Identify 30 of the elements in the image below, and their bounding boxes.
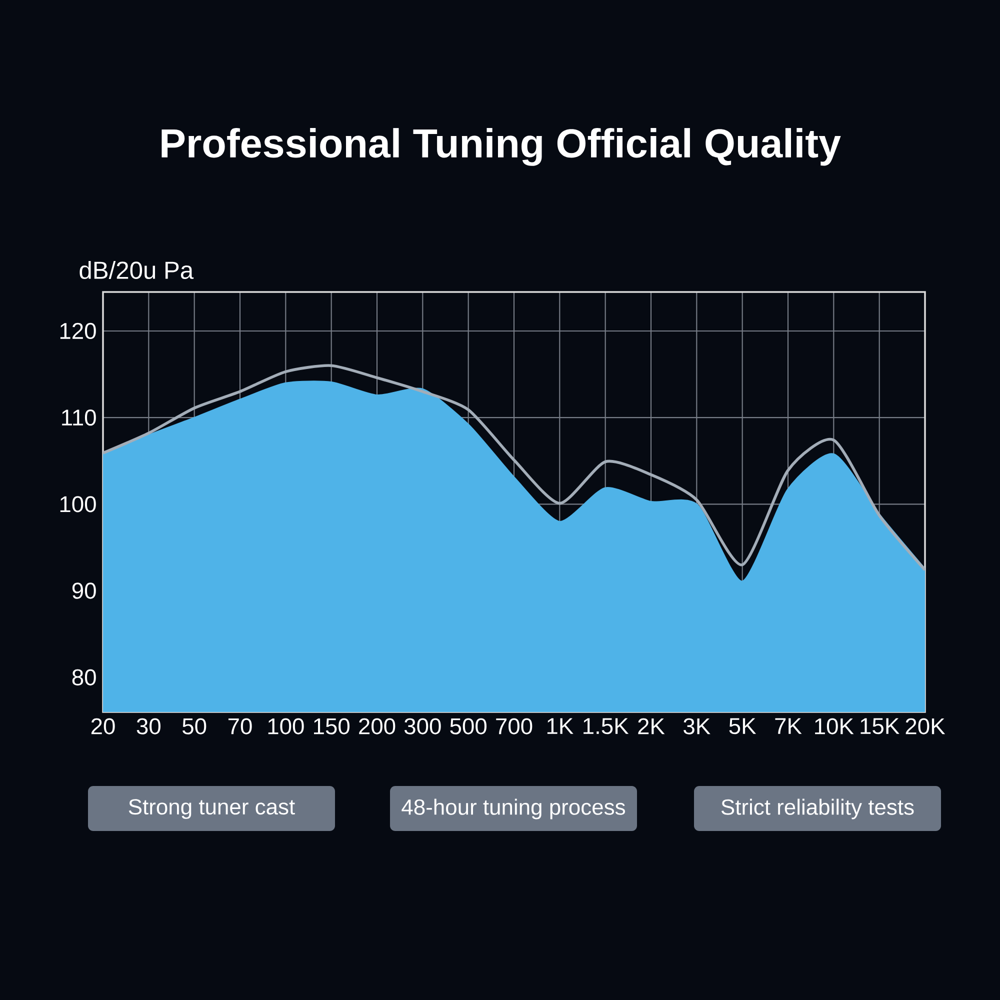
x-tick-label: 300: [404, 718, 441, 734]
text: Strict reliability tests: [721, 798, 914, 820]
x-tick-label: 1K: [547, 718, 574, 734]
x-tick-label: 15K: [860, 718, 900, 734]
y-tick-label: 90: [72, 582, 96, 599]
x-tick-label: 30: [136, 718, 160, 734]
text: Strong tuner cast: [128, 799, 295, 819]
x-tick-label: 500: [450, 718, 487, 734]
x-tick-label: 1.5K: [584, 718, 629, 734]
y-tick-label: 100: [60, 496, 96, 512]
x-tick-label: 2K: [638, 718, 665, 734]
x-tick-label: 200: [359, 718, 396, 734]
y-tick-label: 80: [72, 669, 96, 686]
x-tick-label: 3K: [684, 718, 710, 734]
x-tick-label: 50: [182, 718, 206, 734]
x-tick-label: 150: [314, 718, 350, 734]
x-tick-label: 5K: [729, 718, 756, 734]
x-tick-label: 10K: [815, 718, 854, 734]
x-tick-label: 100: [268, 718, 304, 734]
x-tick-label: 20: [91, 718, 115, 734]
x-tick-label: 20K: [906, 718, 946, 734]
y-axis-title: dB/20u Pa: [80, 260, 194, 280]
line-series: [103, 364, 926, 572]
x-tick-label: 700: [496, 718, 532, 734]
text: 48-hour tuning process: [402, 798, 626, 820]
x-tick-label: 7K: [775, 718, 802, 734]
chart-title: Professional Tuning Official Quality: [162, 128, 841, 166]
y-tick-label: 110: [62, 409, 96, 426]
x-tick-label: 70: [228, 718, 252, 734]
y-tick-label: 120: [60, 322, 96, 340]
